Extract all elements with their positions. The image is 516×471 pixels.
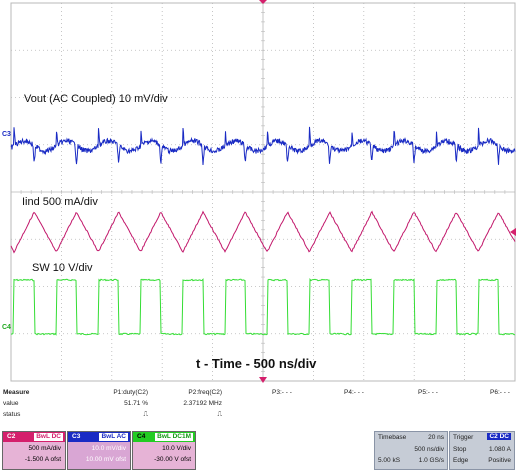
c2-coupling: BwL DC xyxy=(34,433,63,441)
vout-trace xyxy=(10,126,516,166)
c3-coupling: BwL AC xyxy=(99,433,128,441)
c3-scale: 10.0 mV/div xyxy=(91,445,126,452)
channel-c3-box[interactable]: C3 BwL AC 10.0 mV/div 10.00 mV ofst xyxy=(67,431,131,470)
measure-p1-name[interactable]: P1:duty(C2) xyxy=(113,389,148,396)
timebase-rate: 1.0 GS/s xyxy=(418,457,444,464)
trigger-slope: Positive xyxy=(488,457,511,464)
c2-header: C2 BwL DC xyxy=(3,432,65,442)
c3-header: C3 BwL AC xyxy=(68,432,130,442)
measure-p1-value: 51.71 % xyxy=(124,400,148,407)
oscilloscope-display: Vout (AC Coupled) 10 mV/div Iind 500 mA/… xyxy=(2,0,516,383)
iind-label: Iind 500 mA/div xyxy=(22,196,98,208)
measure-p6-name[interactable]: P6:- - - xyxy=(490,389,510,396)
trigger-label: Trigger xyxy=(453,434,474,441)
c4-coupling: BwL DC1M xyxy=(155,433,193,441)
sw-trace xyxy=(10,278,516,336)
c3-offset: 10.00 mV ofst xyxy=(85,456,126,463)
measure-p5-name[interactable]: P5:- - - xyxy=(418,389,438,396)
trigger-type: Edge xyxy=(453,457,469,464)
trigger-position-marker xyxy=(259,377,267,383)
measure-panel: Measure P1:duty(C2) P2:freq(C2) P3:- - -… xyxy=(0,389,516,431)
c3-ground-marker[interactable]: C3 xyxy=(2,131,11,138)
timebase-per-div: 500 ns/div xyxy=(414,446,444,453)
measure-p2-value: 2.37192 MHz xyxy=(183,400,222,407)
timebase-label: Timebase xyxy=(378,434,407,441)
measure-p2-name[interactable]: P2:freq(C2) xyxy=(188,389,222,396)
c4-header: C4 BwL DC1M xyxy=(133,432,195,442)
c4-scale: 10.0 V/div xyxy=(162,445,191,452)
trigger-mode: Stop xyxy=(453,446,467,453)
c2-offset: -1.500 A ofst xyxy=(24,456,61,463)
trigger-top-marker xyxy=(259,0,267,4)
c4-offset: -30.00 V ofst xyxy=(154,456,191,463)
measure-status-label: status xyxy=(3,411,21,418)
sw-label: SW 10 V/div xyxy=(32,262,93,274)
c2-tag: C2 xyxy=(7,433,16,440)
c4-tag: C4 xyxy=(137,433,146,440)
trigger-level-marker xyxy=(510,228,516,236)
trigger-box[interactable]: Trigger C2 DC Stop 1.080 A Edge Positive xyxy=(449,431,515,470)
measure-p2-status: ⎍ xyxy=(217,411,222,418)
measure-p3-name[interactable]: P3:- - - xyxy=(272,389,292,396)
channel-c4-box[interactable]: C4 BwL DC1M 10.0 V/div -30.00 V ofst xyxy=(132,431,196,470)
c4-ground-marker[interactable]: C4 xyxy=(2,324,11,331)
timebase-samples: 5.00 kS xyxy=(378,457,401,464)
timebase-delay: 20 ns xyxy=(428,434,444,441)
measure-p4-name[interactable]: P4:- - - xyxy=(344,389,364,396)
c3-tag: C3 xyxy=(72,433,81,440)
vout-label: Vout (AC Coupled) 10 mV/div xyxy=(24,93,168,105)
c2-scale: 500 mA/div xyxy=(28,445,61,452)
time-caption: t - Time - 500 ns/div xyxy=(196,356,317,371)
measure-header: Measure xyxy=(3,389,30,396)
waveform-area xyxy=(10,0,516,383)
trigger-level: 1.080 A xyxy=(488,446,511,453)
timebase-box[interactable]: Timebase 20 ns 500 ns/div 5.00 kS 1.0 GS… xyxy=(374,431,448,470)
measure-p1-status: ⎍ xyxy=(143,411,148,418)
channel-c2-box[interactable]: C2 BwL DC 500 mA/div -1.500 A ofst xyxy=(2,431,66,470)
trigger-channel-badge: C2 DC xyxy=(487,433,511,440)
iind-trace xyxy=(10,210,516,254)
measure-value-label: value xyxy=(3,400,19,407)
